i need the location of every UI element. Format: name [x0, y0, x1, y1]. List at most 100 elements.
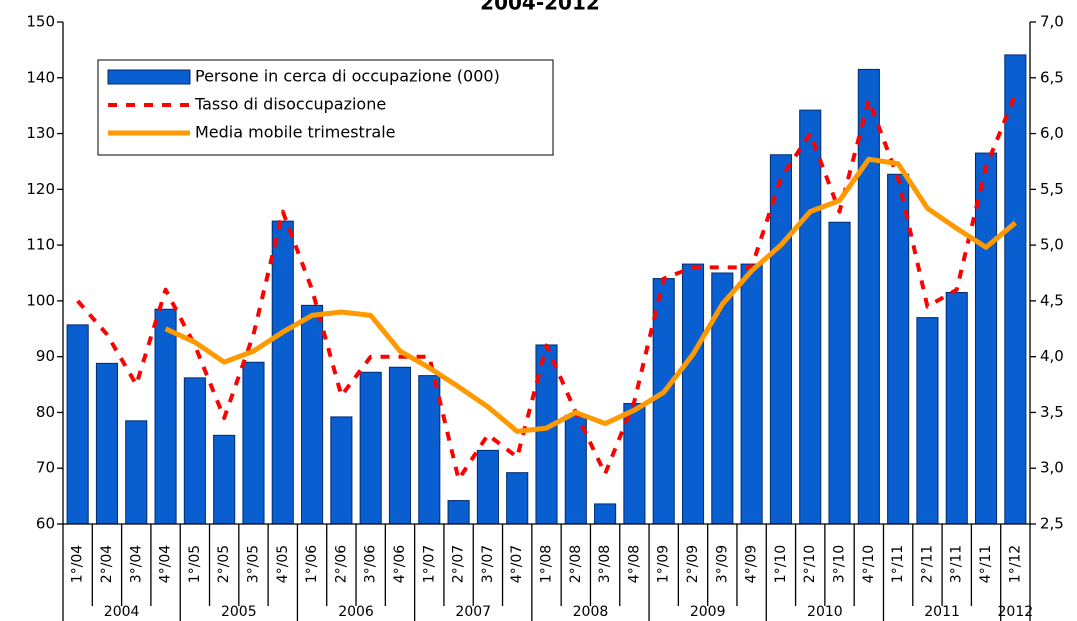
x-tick-label: 2°/07: [451, 545, 467, 583]
year-label: 2005: [221, 604, 257, 620]
y-tick-label: 150: [26, 13, 55, 31]
x-tick-label: 1°/11: [890, 545, 906, 583]
y-tick-label: 90: [36, 347, 55, 365]
year-label: 2012: [998, 604, 1034, 620]
x-tick-label: 3°/07: [480, 545, 496, 583]
x-tick-label: 4°/08: [626, 545, 642, 583]
x-tick-label: 1°/05: [187, 545, 203, 583]
bar: [125, 420, 148, 525]
y2-tick-label: 4,5: [1040, 291, 1064, 309]
bar: [769, 154, 792, 525]
bar: [828, 221, 851, 525]
legend-label: Media mobile trimestrale: [195, 123, 396, 142]
bar: [183, 377, 206, 525]
y-tick-label: 140: [26, 68, 55, 86]
x-tick-label: 3°/10: [832, 545, 848, 583]
x-tick-label: 3°/09: [714, 545, 730, 583]
x-tick-label: 1°/08: [539, 545, 555, 583]
y2-tick-label: 3,0: [1040, 459, 1064, 477]
y2-tick-label: 6,5: [1040, 68, 1064, 86]
x-tick-label: 2°/10: [802, 545, 818, 583]
x-tick-label: 3°/05: [245, 545, 261, 583]
x-tick-label: 2°/08: [568, 545, 584, 583]
x-tick-label: 1°/09: [656, 545, 672, 583]
y2-tick-label: 7,0: [1040, 13, 1064, 31]
x-tick-label: 2°/11: [919, 545, 935, 583]
x-tick-label: 4°/07: [509, 545, 525, 583]
y-tick-label: 100: [26, 291, 55, 309]
y-tick-label: 60: [36, 515, 55, 533]
x-tick-label: 4°/05: [275, 545, 291, 583]
bar: [887, 173, 910, 525]
dashed-line: [76, 93, 1018, 482]
year-label: 2008: [573, 604, 609, 620]
bar: [711, 272, 734, 525]
line: [164, 156, 1017, 434]
legend-swatch: [107, 69, 191, 85]
x-tick-label: 1°/12: [1007, 545, 1023, 583]
year-label: 2010: [807, 604, 843, 620]
legend: Persone in cerca di occupazione (000) Tas…: [97, 59, 554, 156]
y2-tick-label: 2,5: [1040, 515, 1064, 533]
x-tick-label: 2°/06: [333, 545, 349, 584]
legend-label: Tasso di disoccupazione: [194, 95, 386, 114]
bar: [594, 503, 617, 525]
y-tick-label: 110: [26, 236, 55, 254]
y-tick-label: 130: [26, 124, 55, 142]
bar: [66, 324, 89, 525]
year-label: 2006: [338, 604, 374, 620]
y2-tick-label: 5,0: [1040, 236, 1064, 254]
bar: [388, 366, 412, 525]
x-tick-label: 3°/06: [363, 545, 379, 584]
x-tick-label: 3°/11: [949, 545, 965, 583]
bar: [301, 304, 324, 525]
bar: [974, 152, 998, 525]
bar: [799, 109, 822, 525]
bar: [418, 375, 441, 525]
y-tick-label: 120: [26, 180, 55, 198]
bar: [857, 68, 880, 525]
bar: [271, 220, 294, 525]
y-tick-label: 70: [36, 459, 55, 477]
x-tick-label: 3°/08: [597, 545, 613, 583]
x-tick-label: 2°/05: [216, 545, 232, 583]
y2-tick-label: 6,0: [1040, 124, 1064, 142]
year-label: 2009: [690, 604, 726, 620]
year-label: 2011: [924, 604, 960, 620]
x-tick-label: 4°/11: [978, 545, 994, 583]
bar: [359, 371, 382, 525]
y-tick-label: 80: [36, 403, 55, 421]
bar: [330, 416, 353, 525]
bar: [535, 344, 558, 525]
bar: [740, 263, 763, 525]
x-tick-label: 3°/04: [128, 545, 144, 584]
bar: [681, 263, 705, 525]
year-label: 2007: [455, 604, 491, 620]
x-tick-label: 4°/06: [392, 545, 408, 584]
bar: [945, 292, 968, 525]
x-tick-label: 4°/10: [861, 545, 877, 583]
x-tick-label: 4°/04: [158, 545, 174, 584]
x-tick-label: 4°/09: [744, 545, 760, 583]
x-tick-label: 2°/09: [685, 545, 701, 583]
bar: [242, 361, 265, 525]
bar: [213, 434, 236, 525]
chart-title: 2004-2012: [480, 0, 600, 15]
bar: [447, 500, 470, 525]
bar: [506, 472, 529, 525]
y2-tick-label: 3,5: [1040, 403, 1064, 421]
bar: [1004, 54, 1027, 525]
bar: [95, 362, 119, 525]
y2-tick-label: 4,0: [1040, 347, 1064, 365]
year-label: 2004: [104, 604, 140, 620]
bar: [154, 308, 177, 525]
x-tick-label: 2°/04: [99, 545, 115, 584]
x-tick-label: 1°/04: [70, 545, 86, 584]
x-tick-label: 1°/06: [304, 545, 320, 584]
y2-tick-label: 5,5: [1040, 180, 1064, 198]
x-tick-label: 1°/10: [773, 545, 789, 583]
bar: [916, 317, 939, 525]
bar: [476, 449, 499, 525]
legend-label: Persone in cerca di occupazione (000): [195, 67, 500, 86]
